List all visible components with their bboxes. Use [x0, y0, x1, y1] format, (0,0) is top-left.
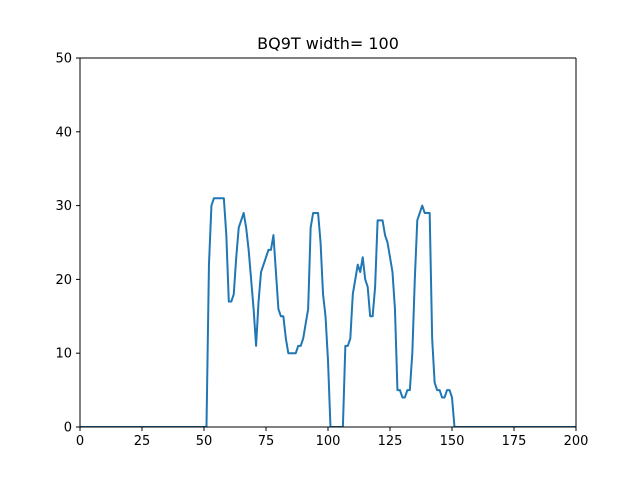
x-tick-label: 0 [76, 434, 84, 449]
chart-title: BQ9T width= 100 [257, 34, 399, 53]
x-tick-label: 200 [564, 434, 589, 449]
x-tick-label: 100 [316, 434, 341, 449]
plot-area [80, 197, 576, 427]
y-tick-label: 30 [55, 199, 72, 214]
x-tick-label: 75 [258, 434, 275, 449]
y-tick-label: 10 [55, 347, 72, 362]
x-tick-label: 50 [196, 434, 213, 449]
y-tick-label: 0 [64, 421, 72, 436]
x-tick-label: 25 [134, 434, 151, 449]
axes: 0 25 50 75 100 125 150 175 200 0 10 20 30 40 50 [55, 52, 588, 450]
y-tick-label: 40 [55, 125, 72, 140]
y-tick-label: 20 [55, 273, 72, 288]
x-tick-label: 125 [378, 434, 403, 449]
x-tick-label: 150 [440, 434, 465, 449]
x-tick-label: 175 [502, 434, 527, 449]
y-tick-label: 50 [55, 52, 72, 67]
series-line-0 [80, 197, 576, 427]
